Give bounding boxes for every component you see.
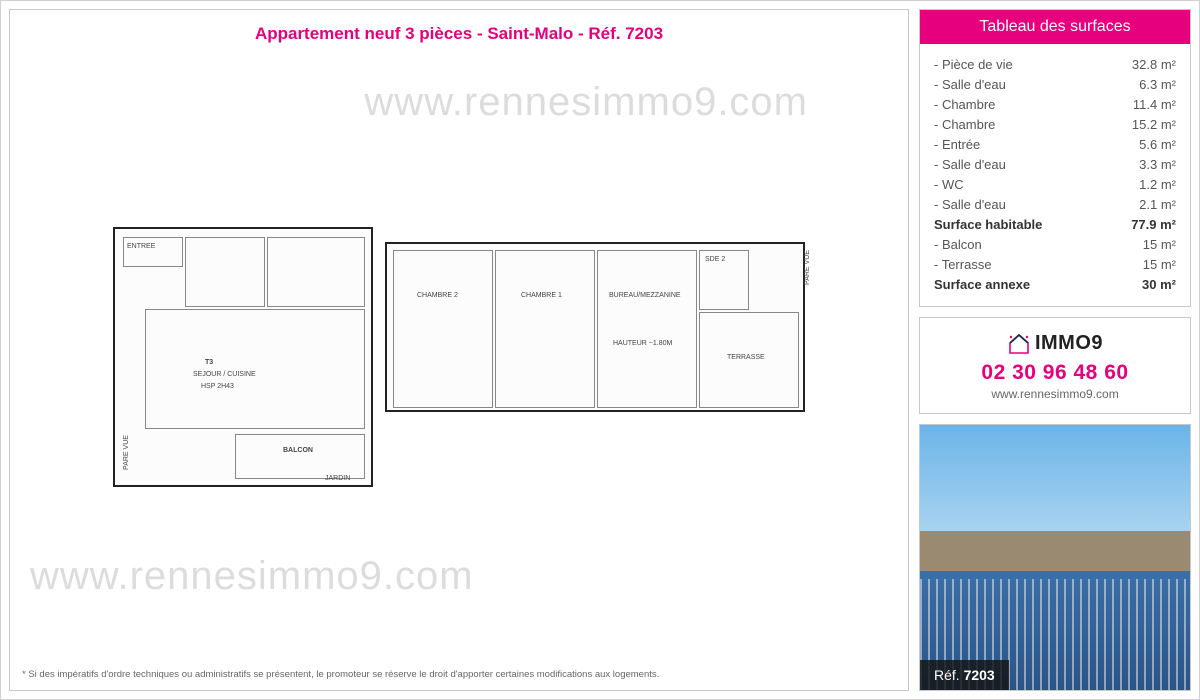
room-label: CHAMBRE 2 — [417, 292, 458, 299]
surface-value: 30 m² — [1142, 277, 1176, 292]
surface-label: - Balcon — [934, 237, 982, 252]
room-label: Hauteur ~1.80m — [613, 340, 672, 347]
surface-label: - Pièce de vie — [934, 57, 1013, 72]
house-icon — [1007, 333, 1031, 355]
surface-row: - Entrée 5.6 m² — [934, 134, 1176, 154]
surface-label: - Entrée — [934, 137, 980, 152]
surface-row: - Chambre 15.2 m² — [934, 114, 1176, 134]
surface-value: 15.2 m² — [1132, 117, 1176, 132]
room-label: ENTREE — [127, 243, 155, 250]
surface-label: - WC — [934, 177, 964, 192]
room-label: HSP 2h43 — [201, 383, 234, 390]
watermark: www.rennesimmo9.com — [364, 80, 808, 125]
room-label: PARE VUE — [804, 250, 811, 285]
surface-label: - Salle d'eau — [934, 157, 1006, 172]
surface-value: 32.8 m² — [1132, 57, 1176, 72]
surface-label: - Salle d'eau — [934, 197, 1006, 212]
unit-type-label: T3 — [205, 359, 213, 366]
surface-value: 2.1 m² — [1139, 197, 1176, 212]
ref-prefix: Réf. — [934, 667, 960, 683]
floorplan-level-2: CHAMBRE 2 CHAMBRE 1 BUREAU/MEZZANINE Hau… — [385, 242, 805, 412]
floorplan-level-1: ENTREE T3 SEJOUR / CUISINE HSP 2h43 BALC… — [113, 227, 373, 487]
surface-value: 1.2 m² — [1139, 177, 1176, 192]
surface-label: Surface annexe — [934, 277, 1030, 292]
surface-value: 6.3 m² — [1139, 77, 1176, 92]
reference-badge: Réf. 7203 — [920, 660, 1009, 690]
surface-row: - Salle d'eau 2.1 m² — [934, 194, 1176, 214]
sidebar: Tableau des surfaces - Pièce de vie 32.8 … — [919, 9, 1191, 691]
website-url[interactable]: www.rennesimmo9.com — [930, 387, 1180, 401]
surface-row: - Salle d'eau 3.3 m² — [934, 154, 1176, 174]
surface-value: 11.4 m² — [1133, 97, 1176, 112]
phone-number[interactable]: 02 30 96 48 60 — [930, 361, 1180, 385]
surface-value: 5.6 m² — [1139, 137, 1176, 152]
floorplan-area: www.rennesimmo9.com www.rennesimmo9.com … — [10, 54, 908, 659]
ref-number: 7203 — [964, 667, 995, 683]
surfaces-table: - Pièce de vie 32.8 m² - Salle d'eau 6.3 m²… — [920, 44, 1190, 306]
room-label: TERRASSE — [727, 354, 765, 361]
surface-label: Surface habitable — [934, 217, 1042, 232]
surface-label: - Salle d'eau — [934, 77, 1006, 92]
room-label: CHAMBRE 1 — [521, 292, 562, 299]
location-photo: Réf. 7203 — [919, 424, 1191, 691]
surface-row: - WC 1.2 m² — [934, 174, 1176, 194]
surfaces-header: Tableau des surfaces — [920, 10, 1190, 44]
surface-label: - Chambre — [934, 97, 995, 112]
room-label: PARE VUE — [123, 435, 130, 470]
surface-value: 3.3 m² — [1139, 157, 1176, 172]
listing-title: Appartement neuf 3 pièces - Saint-Malo -… — [10, 10, 908, 54]
room-label: JARDIN — [325, 475, 350, 482]
surface-row: - Pièce de vie 32.8 m² — [934, 54, 1176, 74]
brand-name: IMMO9 — [1035, 332, 1103, 355]
room-label: BALCON — [283, 447, 313, 454]
main-panel: Appartement neuf 3 pièces - Saint-Malo -… — [9, 9, 909, 691]
surface-label: - Chambre — [934, 117, 995, 132]
surface-row: Surface annexe 30 m² — [934, 274, 1176, 294]
surface-row: - Balcon 15 m² — [934, 234, 1176, 254]
listing-sheet: Appartement neuf 3 pièces - Saint-Malo -… — [0, 0, 1200, 700]
surface-value: 77.9 m² — [1131, 217, 1176, 232]
surface-value: 15 m² — [1143, 237, 1176, 252]
room-label: BUREAU/MEZZANINE — [609, 292, 681, 299]
surface-row: - Chambre 11.4 m² — [934, 94, 1176, 114]
surface-row: Surface habitable 77.9 m² — [934, 214, 1176, 234]
surface-value: 15 m² — [1143, 257, 1176, 272]
surfaces-panel: Tableau des surfaces - Pièce de vie 32.8 … — [919, 9, 1191, 307]
room-label: SEJOUR / CUISINE — [193, 371, 256, 378]
contact-panel: IMMO9 02 30 96 48 60 www.rennesimmo9.com — [919, 317, 1191, 414]
room-label: SDE 2 — [705, 256, 725, 263]
surface-row: - Terrasse 15 m² — [934, 254, 1176, 274]
watermark: www.rennesimmo9.com — [30, 554, 474, 599]
disclaimer-text: * Si des impératifs d'ordre techniques o… — [10, 659, 908, 690]
surface-label: - Terrasse — [934, 257, 992, 272]
brand-logo: IMMO9 — [930, 332, 1180, 355]
surface-row: - Salle d'eau 6.3 m² — [934, 74, 1176, 94]
